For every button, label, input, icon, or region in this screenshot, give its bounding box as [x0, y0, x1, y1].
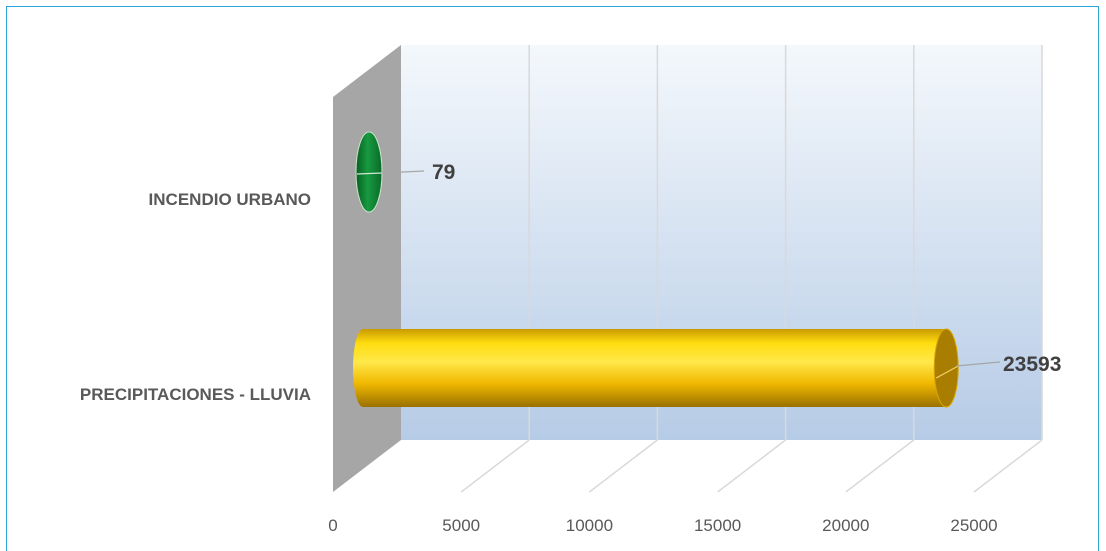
x-tick-label: 25000	[950, 516, 997, 535]
gridline-floor	[845, 439, 915, 493]
gridline-floor	[460, 439, 530, 493]
gridline-floor	[717, 439, 787, 493]
bar-shape	[355, 131, 383, 213]
bar-1: 79	[355, 131, 455, 213]
gridlines	[460, 45, 1043, 493]
data-label: 23593	[1003, 353, 1061, 376]
x-axis-ticks: 0 5000 10000 15000 20000 25000	[328, 516, 997, 535]
bar-2: 23593	[353, 328, 1061, 408]
x-tick-label: 20000	[822, 516, 869, 535]
x-tick-label: 15000	[694, 516, 741, 535]
gridline-floor	[588, 439, 658, 493]
side-wall	[333, 45, 401, 492]
x-tick-label: 10000	[566, 516, 613, 535]
bars: 79 23593	[353, 131, 1061, 408]
category-label: INCENDIO URBANO	[149, 190, 311, 209]
bar-highlight	[356, 172, 383, 175]
gridline-floor	[973, 439, 1043, 493]
category-labels: INCENDIO URBANO PRECIPITACIONES - LLUVIA	[80, 190, 311, 404]
bar-shape	[353, 329, 947, 407]
chart-frame	[6, 6, 1099, 551]
bar-end-cap	[933, 328, 959, 408]
category-label: PRECIPITACIONES - LLUVIA	[80, 385, 311, 404]
data-label-leader	[956, 361, 1001, 367]
data-label: 79	[432, 161, 455, 184]
x-tick-label: 0	[328, 516, 337, 535]
bar-cap-highlight	[935, 365, 959, 379]
data-label-leader	[381, 170, 425, 174]
x-tick-label: 5000	[442, 516, 480, 535]
